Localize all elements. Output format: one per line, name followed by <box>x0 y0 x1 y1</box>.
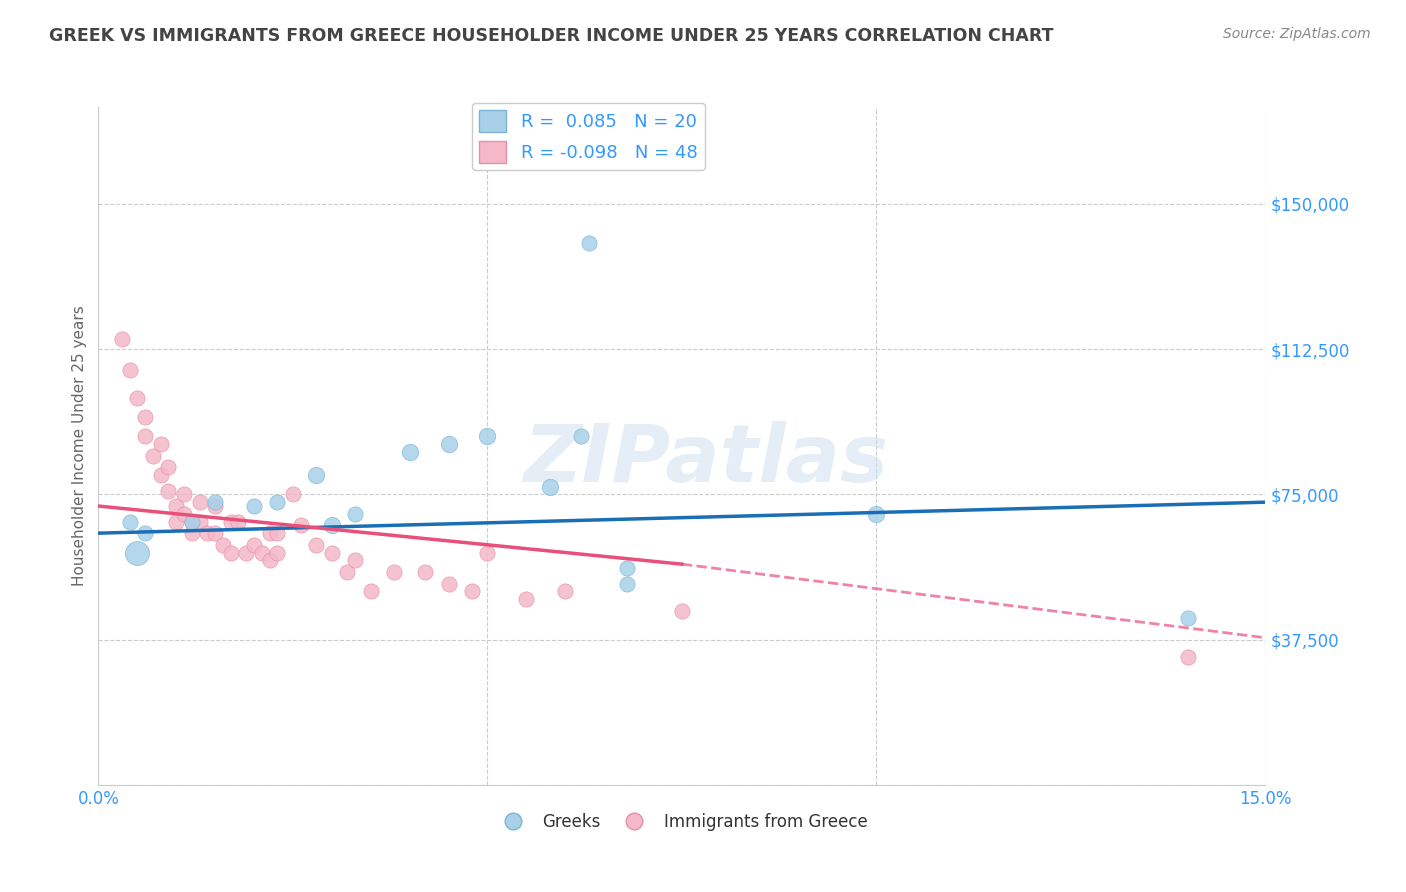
Text: GREEK VS IMMIGRANTS FROM GREECE HOUSEHOLDER INCOME UNDER 25 YEARS CORRELATION CH: GREEK VS IMMIGRANTS FROM GREECE HOUSEHOL… <box>49 27 1053 45</box>
Point <box>336 565 359 579</box>
Point <box>437 576 460 591</box>
Point <box>616 561 638 575</box>
Point <box>321 545 343 559</box>
Point <box>382 565 405 579</box>
Point <box>243 538 266 552</box>
Point <box>165 515 187 529</box>
Point <box>142 449 165 463</box>
Point <box>865 507 887 521</box>
Point <box>360 584 382 599</box>
Point <box>569 429 592 443</box>
Point <box>180 515 202 529</box>
Point <box>204 499 226 513</box>
Point <box>134 409 156 424</box>
Point <box>204 526 226 541</box>
Point <box>180 526 202 541</box>
Point <box>250 545 273 559</box>
Point <box>437 437 460 451</box>
Point <box>165 499 187 513</box>
Point <box>204 495 226 509</box>
Point <box>127 391 149 405</box>
Point <box>118 515 141 529</box>
Point <box>149 468 172 483</box>
Legend: Greeks, Immigrants from Greece: Greeks, Immigrants from Greece <box>489 806 875 838</box>
Point <box>259 526 281 541</box>
Point <box>228 515 250 529</box>
Point <box>305 468 328 483</box>
Point <box>134 429 156 443</box>
Point <box>281 487 304 501</box>
Point <box>118 363 141 377</box>
Point <box>243 499 266 513</box>
Point <box>461 584 484 599</box>
Point <box>111 333 134 347</box>
Point <box>616 576 638 591</box>
Point <box>180 515 202 529</box>
Text: ZIPatlas: ZIPatlas <box>523 420 887 499</box>
Point <box>413 565 436 579</box>
Point <box>188 515 211 529</box>
Point <box>219 545 242 559</box>
Point <box>259 553 281 567</box>
Point <box>157 460 180 475</box>
Point <box>671 604 693 618</box>
Point <box>477 545 499 559</box>
Point <box>157 483 180 498</box>
Point <box>134 526 156 541</box>
Point <box>149 437 172 451</box>
Y-axis label: Householder Income Under 25 years: Householder Income Under 25 years <box>72 306 87 586</box>
Point <box>477 429 499 443</box>
Point <box>127 545 149 559</box>
Point <box>173 507 195 521</box>
Point <box>195 526 218 541</box>
Point <box>266 545 288 559</box>
Point <box>266 495 288 509</box>
Point <box>173 487 195 501</box>
Point <box>290 518 312 533</box>
Point <box>554 584 576 599</box>
Point <box>219 515 242 529</box>
Text: Source: ZipAtlas.com: Source: ZipAtlas.com <box>1223 27 1371 41</box>
Point <box>235 545 257 559</box>
Point <box>515 592 537 607</box>
Point <box>321 518 343 533</box>
Point <box>398 445 420 459</box>
Point <box>578 235 600 250</box>
Point <box>266 526 288 541</box>
Point <box>538 480 561 494</box>
Point <box>1177 611 1199 625</box>
Point <box>188 495 211 509</box>
Point <box>305 538 328 552</box>
Point <box>1177 650 1199 665</box>
Point <box>344 507 367 521</box>
Point <box>212 538 235 552</box>
Point <box>344 553 367 567</box>
